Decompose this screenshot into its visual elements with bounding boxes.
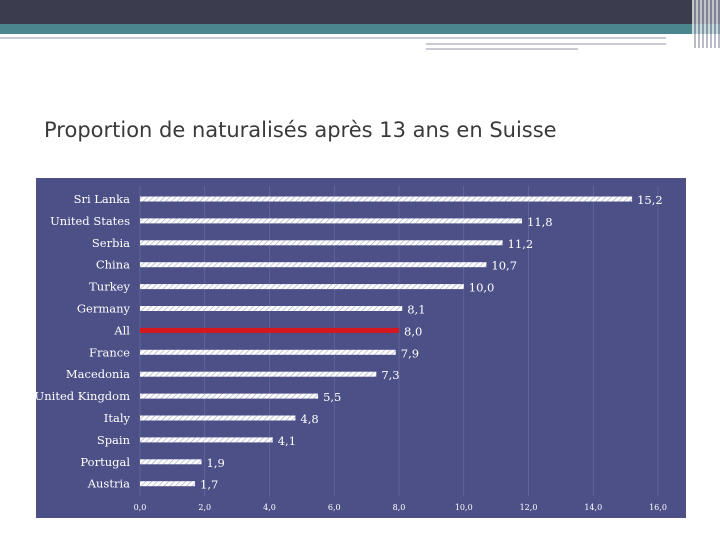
corner-stripes: [692, 0, 720, 48]
category-label: Italy: [104, 411, 131, 425]
value-label: 1,9: [207, 456, 225, 470]
value-label: 11,2: [508, 237, 534, 251]
category-label: United Kingdom: [36, 389, 130, 403]
category-label: Serbia: [92, 236, 130, 250]
x-tick-label: 0,0: [134, 503, 147, 512]
category-label: Spain: [97, 433, 131, 447]
value-label: 15,2: [637, 193, 663, 207]
bar: [140, 306, 403, 311]
value-label: 4,8: [300, 412, 318, 426]
bar: [140, 284, 464, 290]
bar: [140, 393, 319, 399]
category-label: Macedonia: [66, 367, 130, 381]
bar: [140, 349, 396, 355]
accent-line-2: [426, 43, 666, 45]
value-label: 7,9: [401, 346, 419, 360]
category-label: Sri Lanka: [74, 192, 131, 206]
category-label: Turkey: [89, 280, 130, 294]
bar: [140, 415, 296, 421]
slide-title: Proportion de naturalisés après 13 ans e…: [44, 118, 557, 142]
bar: [140, 371, 377, 377]
bar: [140, 459, 202, 465]
category-label: Portugal: [80, 455, 130, 469]
value-label: 1,7: [200, 478, 218, 492]
x-tick-label: 4,0: [263, 503, 276, 512]
x-tick-label: 8,0: [393, 503, 406, 512]
value-label: 8,1: [407, 303, 425, 317]
value-label: 7,3: [381, 368, 399, 382]
highlight-bar: [140, 327, 399, 333]
value-label: 10,0: [469, 281, 495, 295]
category-label: China: [96, 258, 130, 272]
category-label: Austria: [87, 477, 130, 491]
value-label: 8,0: [404, 324, 422, 338]
bar: [140, 437, 273, 443]
accent-line-3: [426, 48, 578, 50]
value-label: 10,7: [491, 259, 517, 273]
category-label: Germany: [77, 302, 131, 316]
bar-chart: Sri Lanka 15,2 United States 11,8 Serbia 11,2…: [36, 186, 667, 512]
value-label: 5,5: [323, 390, 341, 404]
value-label: 4,1: [278, 434, 296, 448]
category-label: France: [89, 345, 130, 359]
bar: [140, 240, 503, 246]
x-tick-label: 14,0: [584, 503, 602, 512]
value-label: 11,8: [527, 215, 553, 229]
bar: [140, 196, 633, 202]
accent-line-1: [0, 37, 666, 39]
header-band: [0, 0, 720, 24]
accent-band: [0, 24, 720, 34]
x-tick-label: 6,0: [328, 503, 341, 512]
x-tick-label: 2,0: [198, 503, 211, 512]
bar: [140, 218, 523, 224]
chart-panel: Sri Lanka 15,2 United States 11,8 Serbia 11,2…: [36, 178, 686, 518]
bar: [140, 262, 487, 268]
category-label: United States: [50, 214, 130, 228]
x-tick-label: 16,0: [649, 503, 667, 512]
x-tick-label: 12,0: [520, 503, 538, 512]
bar: [140, 481, 196, 487]
x-tick-label: 10,0: [455, 503, 473, 512]
category-label: All: [113, 323, 130, 337]
